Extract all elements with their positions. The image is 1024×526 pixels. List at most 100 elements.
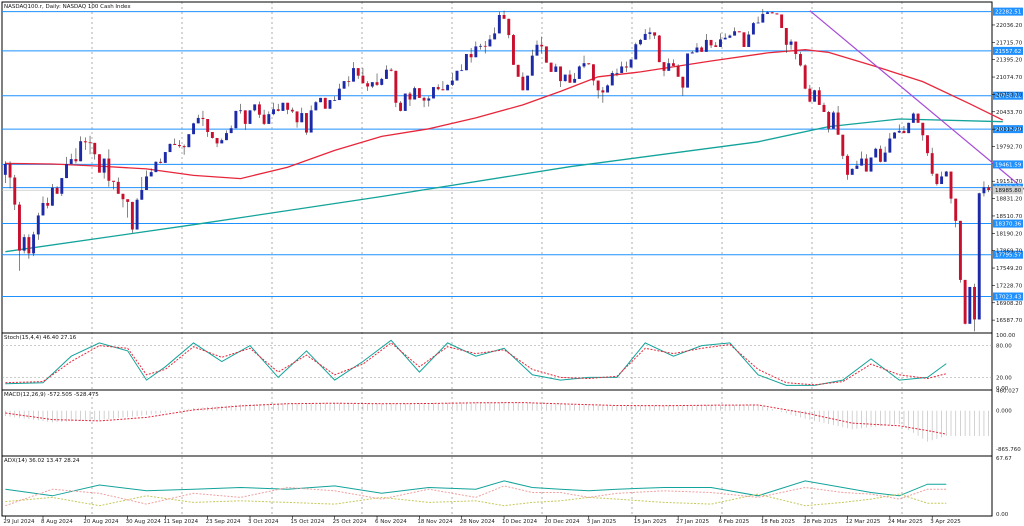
candle-body: [624, 66, 628, 68]
candle-body: [210, 132, 214, 138]
candle-body: [154, 161, 158, 173]
price-tick-label: 19151.70: [996, 179, 1023, 185]
candle-body: [902, 130, 906, 134]
candle-body: [290, 109, 294, 112]
price-tick-label: 18510.70: [996, 214, 1023, 220]
candle-body: [634, 44, 638, 60]
candle-body: [88, 142, 92, 144]
candle-body: [253, 104, 257, 111]
level-tag: [993, 160, 1023, 169]
candle-body: [389, 69, 393, 71]
time-tick-label: 30 Aug 2024: [126, 519, 162, 525]
candle-body: [540, 44, 544, 47]
candle-body: [225, 133, 228, 141]
time-tick-label: 25 Oct 2024: [333, 519, 368, 525]
candle-body: [653, 32, 657, 36]
ma-fast-line: [5, 49, 1004, 180]
candle-body: [69, 159, 73, 164]
candle-body: [145, 176, 148, 190]
price-tick-label: 16587.70: [996, 318, 1023, 324]
candle-body: [126, 199, 130, 202]
candle-body: [587, 63, 591, 65]
candle-body: [846, 155, 849, 175]
candle-body: [733, 31, 737, 36]
stoch-label: Stoch(15,4,4) 46.40 27.16: [4, 335, 77, 341]
candle-body: [347, 81, 351, 82]
panel-frames: [1, 1, 993, 517]
level-tag: [993, 125, 1023, 134]
candle-body: [314, 102, 318, 111]
stoch-tick-label: 100.00: [996, 333, 1016, 339]
candle-body: [460, 70, 464, 72]
price-tick-label: 17228.70: [996, 283, 1023, 289]
time-tick-label: 3 Jan 2025: [587, 519, 617, 525]
candle-body: [319, 97, 323, 103]
candle-body: [163, 152, 167, 163]
candle-body: [700, 47, 704, 52]
price-tick-label: 17869.70: [996, 249, 1023, 255]
candle-body: [394, 70, 398, 103]
candle-body: [897, 130, 901, 133]
level-tag: [993, 7, 1023, 16]
candle-body: [446, 84, 450, 91]
candle-body: [977, 193, 981, 320]
price-tick-label: 19792.70: [996, 144, 1023, 150]
candle-body: [577, 66, 581, 79]
candle-body: [201, 117, 205, 120]
candle-body: [719, 39, 722, 47]
candle-body: [286, 102, 290, 110]
candle-body: [831, 112, 835, 129]
candle-body: [413, 88, 417, 100]
candle-body: [168, 143, 172, 153]
candle-body: [629, 59, 633, 68]
macd-signal-line: [5, 402, 947, 435]
candles: [3, 9, 991, 332]
candle-body: [827, 111, 831, 129]
candle-body: [808, 88, 812, 102]
candle-body: [798, 54, 802, 66]
candle-body: [817, 90, 821, 105]
macd-label: MACD(12,26,9) -572.505 -528.475: [4, 392, 99, 398]
candle-body: [366, 83, 370, 87]
candle-body: [916, 113, 920, 123]
adx-label: ADX(14) 36.02 13.47 28.24: [4, 458, 80, 464]
candle-body: [370, 82, 374, 87]
candle-body: [323, 97, 327, 109]
time-tick-label: 12 Mar 2025: [846, 519, 881, 525]
candle-body: [559, 66, 562, 82]
moving-averages: [5, 49, 1004, 253]
candle-body: [333, 100, 337, 101]
candle-body: [747, 34, 751, 47]
stoch-main-line: [5, 339, 947, 386]
candle-body: [432, 87, 435, 99]
candle-body: [41, 202, 45, 216]
time-tick-label: 20 Dec 2024: [544, 519, 580, 525]
candle-body: [639, 39, 642, 45]
candle-body: [356, 68, 360, 76]
candle-body: [667, 63, 671, 71]
current-price-tag: [993, 186, 1023, 195]
candle-body: [375, 82, 379, 85]
candle-body: [878, 148, 882, 162]
stoch-signal-line: [5, 342, 947, 386]
time-tick-label: 15 Jan 2025: [634, 519, 667, 525]
candle-body: [497, 15, 501, 34]
candle-body: [610, 72, 614, 86]
time-tick-label: 23 Sep 2024: [206, 519, 241, 525]
candle-body: [243, 110, 247, 124]
candle-body: [737, 31, 741, 33]
price-tick-label: 21395.20: [996, 58, 1023, 64]
candle-body: [606, 85, 610, 93]
candle-body: [940, 176, 944, 185]
candle-body: [229, 128, 233, 134]
candle-body: [968, 286, 972, 324]
candle-body: [751, 23, 755, 35]
candle-body: [911, 113, 915, 123]
level-label: 17023.43: [995, 295, 1022, 301]
candle-body: [766, 12, 769, 14]
macd-tick-label: 460.027: [996, 388, 1019, 394]
price-tick-label: 18190.20: [996, 231, 1023, 237]
candle-body: [648, 32, 652, 34]
adx-plus-di-line: [5, 480, 947, 497]
candle-body: [704, 39, 708, 52]
